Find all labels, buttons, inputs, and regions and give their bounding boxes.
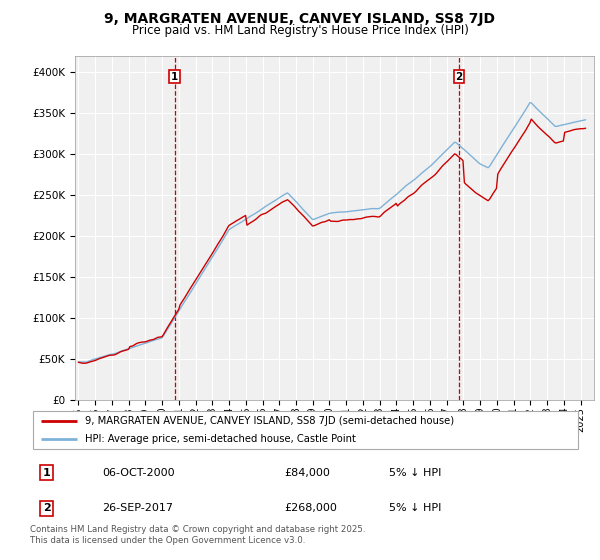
Text: 06-OCT-2000: 06-OCT-2000 (102, 468, 175, 478)
Text: 9, MARGRATEN AVENUE, CANVEY ISLAND, SS8 7JD: 9, MARGRATEN AVENUE, CANVEY ISLAND, SS8 … (104, 12, 496, 26)
Text: Contains HM Land Registry data © Crown copyright and database right 2025.
This d: Contains HM Land Registry data © Crown c… (30, 525, 365, 545)
Text: 2: 2 (43, 503, 50, 514)
Text: HPI: Average price, semi-detached house, Castle Point: HPI: Average price, semi-detached house,… (85, 435, 356, 445)
Text: 1: 1 (43, 468, 50, 478)
Text: 9, MARGRATEN AVENUE, CANVEY ISLAND, SS8 7JD (semi-detached house): 9, MARGRATEN AVENUE, CANVEY ISLAND, SS8 … (85, 416, 454, 426)
Text: £268,000: £268,000 (284, 503, 337, 514)
Text: 5% ↓ HPI: 5% ↓ HPI (389, 503, 441, 514)
Text: £84,000: £84,000 (284, 468, 330, 478)
Text: 26-SEP-2017: 26-SEP-2017 (102, 503, 173, 514)
Text: 5% ↓ HPI: 5% ↓ HPI (389, 468, 441, 478)
FancyBboxPatch shape (33, 411, 578, 449)
Text: Price paid vs. HM Land Registry's House Price Index (HPI): Price paid vs. HM Land Registry's House … (131, 24, 469, 36)
Text: 1: 1 (171, 72, 178, 82)
Text: 2: 2 (455, 72, 463, 82)
